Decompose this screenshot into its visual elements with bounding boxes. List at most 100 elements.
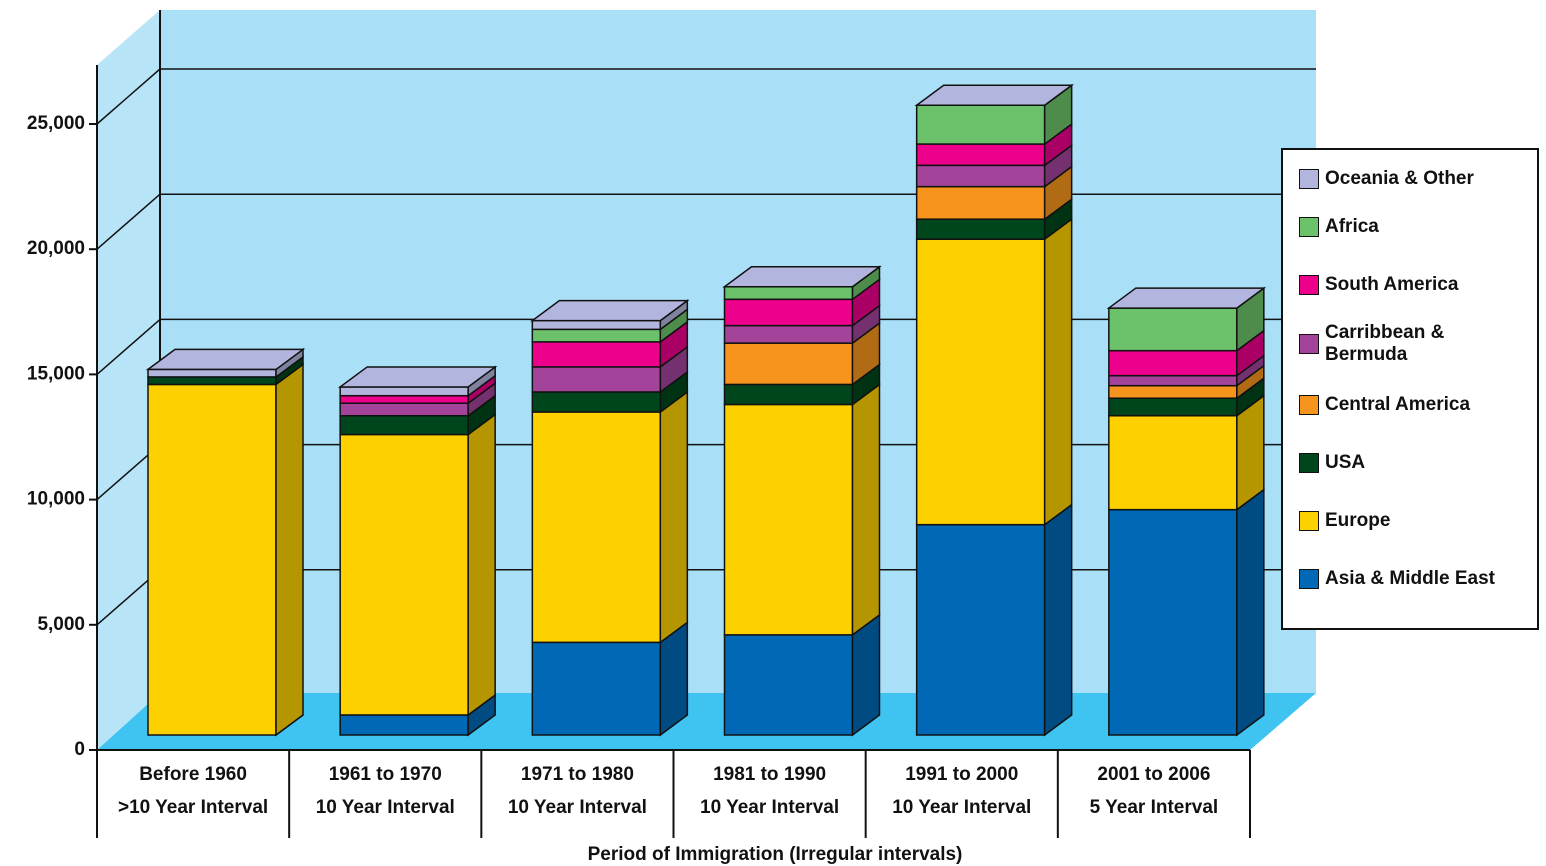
side-wall — [97, 10, 160, 750]
bar-top — [914, 84, 1074, 106]
x-tick-label: Before 1960 — [139, 764, 247, 785]
grid-line — [96, 193, 161, 250]
bar-segment-side — [851, 382, 881, 637]
bar-segment — [339, 414, 469, 436]
legend-swatch — [1299, 395, 1319, 415]
bar-segment-side — [1236, 488, 1265, 737]
bar-segment — [147, 383, 277, 736]
grid-line — [96, 68, 161, 125]
bar-segment — [531, 328, 662, 343]
legend-swatch — [1299, 217, 1319, 237]
x-tick-label: 1971 to 1980 — [521, 764, 634, 785]
bar-segment — [915, 218, 1046, 240]
y-tick-label: 20,000 — [27, 238, 85, 259]
y-tick-label: 25,000 — [27, 113, 85, 134]
legend-item: Central America — [1299, 394, 1530, 416]
bar-segment — [723, 324, 854, 344]
bar-segment-side — [1043, 503, 1073, 737]
bar-top — [722, 266, 882, 288]
x-axis-label: Period of Immigration (Irregular interva… — [588, 844, 963, 865]
x-tick-label: 1991 to 2000 — [905, 764, 1018, 785]
bar-segment — [723, 342, 854, 386]
bar-segment — [1108, 384, 1238, 399]
legend-swatch — [1299, 569, 1319, 589]
legend-item: Asia & Middle East — [1299, 568, 1530, 590]
bar-segment — [1108, 349, 1238, 377]
bar-segment — [531, 411, 662, 644]
legend-item: Europe — [1299, 510, 1530, 532]
bar-segment — [915, 238, 1046, 526]
y-tick-label: 10,000 — [27, 489, 85, 510]
bar-top — [337, 366, 498, 388]
legend-label: Africa — [1325, 216, 1379, 237]
bar-segment — [915, 164, 1046, 188]
legend-swatch — [1299, 453, 1319, 473]
bar-segment — [723, 383, 854, 406]
bar-top — [1106, 287, 1267, 309]
bar-segment — [1108, 414, 1238, 511]
y-tick-label: 5,000 — [37, 614, 85, 635]
bar-segment-side — [275, 362, 304, 737]
bar-segment-side — [1043, 217, 1073, 527]
bar-segment — [147, 368, 277, 378]
bar-segment — [915, 143, 1046, 167]
x-tick-label: 1961 to 1970 — [329, 764, 442, 785]
bar-segment — [723, 634, 854, 736]
bar-segment-side — [467, 413, 496, 717]
bar-segment — [339, 402, 469, 417]
bar-segment — [1108, 397, 1238, 417]
legend-label: South America — [1325, 274, 1459, 295]
bar-segment — [339, 386, 469, 397]
bar-segment-side — [659, 390, 689, 644]
bar-segment — [915, 523, 1046, 736]
bar-segment — [531, 391, 662, 413]
bar-segment — [147, 376, 277, 386]
legend-label: Asia & Middle East — [1325, 568, 1495, 589]
legend-swatch — [1299, 511, 1319, 531]
bar-segment — [1108, 508, 1238, 736]
legend-swatch — [1299, 275, 1319, 295]
bar-segment — [723, 298, 854, 327]
x-tick-label: 5 Year Interval — [1090, 797, 1219, 818]
bar-top — [145, 348, 306, 371]
x-tick-label: 10 Year Interval — [508, 797, 647, 818]
bar-top — [530, 299, 690, 322]
x-tick-label: 2001 to 2006 — [1097, 764, 1210, 785]
bar-segment — [339, 433, 469, 716]
bar-segment — [723, 286, 854, 301]
legend-item: USA — [1299, 452, 1530, 474]
y-tick-label: 0 — [74, 739, 85, 760]
x-tick-label: 10 Year Interval — [700, 797, 839, 818]
bar-segment — [531, 341, 662, 368]
bar-segment — [915, 185, 1046, 220]
x-tick-label: 1981 to 1990 — [713, 764, 826, 785]
bar-segment — [339, 714, 469, 736]
bar-segment-side — [851, 613, 881, 737]
legend-item: Africa — [1299, 216, 1530, 238]
legend: Oceania & Other Africa South America Carrib… — [1281, 148, 1539, 630]
bar-segment — [915, 104, 1046, 145]
legend-label: USA — [1325, 452, 1366, 473]
legend-item: Oceania & Other — [1299, 168, 1530, 190]
bar-segment — [339, 394, 469, 404]
y-tick-label: 15,000 — [27, 363, 85, 384]
legend-label: Oceania & Other — [1325, 168, 1474, 189]
legend-item: Carribbean & Bermuda — [1299, 322, 1530, 366]
legend-label: Central America — [1325, 394, 1471, 415]
grid-line — [96, 318, 161, 375]
legend-swatch — [1299, 169, 1319, 189]
x-tick-label: 10 Year Interval — [316, 797, 455, 818]
bar-segment — [531, 641, 662, 736]
bar-segment — [531, 319, 662, 331]
x-tick-label: 10 Year Interval — [892, 797, 1031, 818]
legend-swatch — [1299, 334, 1319, 354]
legend-item: South America — [1299, 274, 1530, 296]
bar-segment — [1108, 307, 1238, 352]
bar-segment — [1108, 374, 1238, 387]
x-tick-label: >10 Year Interval — [118, 797, 268, 818]
bar-segment — [723, 403, 854, 636]
legend-label: Europe — [1325, 510, 1391, 531]
legend-label: Carribbean & Bermuda — [1325, 322, 1445, 365]
